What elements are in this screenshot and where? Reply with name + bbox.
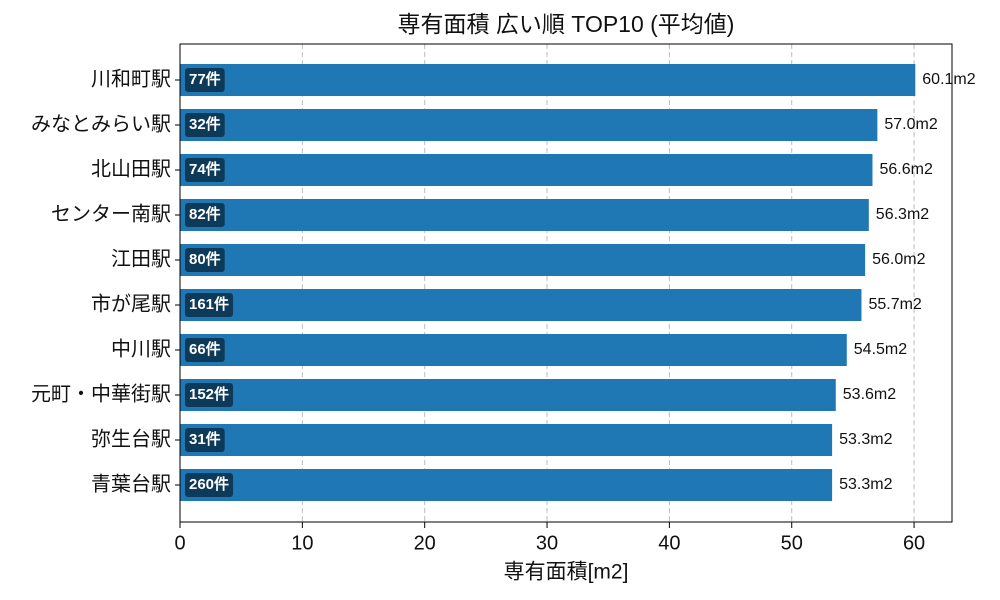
count-label: 31件 xyxy=(189,430,221,448)
bar xyxy=(180,154,873,186)
count-badge xyxy=(185,473,234,497)
y-tick-label: みなとみらい駅 xyxy=(31,113,171,135)
count-label: 82件 xyxy=(189,205,221,223)
count-label: 32件 xyxy=(189,115,221,133)
count-badge xyxy=(185,428,225,452)
value-label: 53.3m2 xyxy=(839,476,892,493)
count-badge xyxy=(185,158,225,182)
count-badge xyxy=(185,113,225,137)
count-badge xyxy=(185,383,234,407)
y-tick-label: 元町・中華街駅 xyxy=(31,382,171,405)
x-axis-label: 専有面積[m2] xyxy=(504,561,629,584)
y-tick-label: 江田駅 xyxy=(111,247,171,270)
count-label: 161件 xyxy=(189,295,229,313)
count-badge xyxy=(185,248,225,272)
x-tick-label: 0 xyxy=(174,532,185,554)
value-label: 54.5m2 xyxy=(854,341,907,358)
value-label: 57.0m2 xyxy=(884,116,937,133)
y-tick-label: 北山田駅 xyxy=(91,157,171,180)
bar xyxy=(180,109,878,141)
count-label: 77件 xyxy=(189,70,221,88)
x-tick-label: 30 xyxy=(536,532,558,554)
x-tick-label: 50 xyxy=(781,532,803,554)
value-label: 60.1m2 xyxy=(922,71,975,88)
count-label: 66件 xyxy=(189,340,221,358)
chart-title: 専有面積 広い順 TOP10 (平均値) xyxy=(398,11,735,37)
value-label: 56.0m2 xyxy=(872,251,925,268)
x-tick-label: 20 xyxy=(414,532,436,554)
value-label: 55.7m2 xyxy=(868,296,921,313)
y-tick-label: センター南駅 xyxy=(51,202,171,225)
count-label: 260件 xyxy=(189,475,229,493)
x-tick-label: 60 xyxy=(903,532,925,554)
value-label: 53.3m2 xyxy=(839,431,892,448)
count-badge xyxy=(185,293,234,317)
count-label: 74件 xyxy=(189,160,221,178)
y-tick-label: 青葉台駅 xyxy=(91,472,171,495)
value-label: 56.6m2 xyxy=(879,161,932,178)
bar xyxy=(180,424,833,456)
plot-frame xyxy=(179,43,953,523)
value-label: 53.6m2 xyxy=(843,386,896,403)
x-tick-label: 40 xyxy=(658,532,680,554)
y-tick-label: 市が尾駅 xyxy=(91,292,171,315)
y-tick-label: 中川駅 xyxy=(111,337,171,360)
bar xyxy=(180,244,866,276)
bar xyxy=(180,289,862,321)
count-badge xyxy=(185,68,225,92)
count-badge xyxy=(185,203,225,227)
bar xyxy=(180,379,836,411)
y-tick-label: 弥生台駅 xyxy=(91,427,171,450)
bar xyxy=(180,64,916,96)
value-label: 56.3m2 xyxy=(876,206,929,223)
count-label: 152件 xyxy=(189,385,229,403)
bar xyxy=(180,334,847,366)
count-badge xyxy=(185,338,225,362)
bar xyxy=(180,469,833,501)
x-tick-label: 10 xyxy=(291,532,313,554)
y-tick-label: 川和町駅 xyxy=(91,67,171,90)
count-label: 80件 xyxy=(189,250,221,268)
bar xyxy=(180,199,869,231)
